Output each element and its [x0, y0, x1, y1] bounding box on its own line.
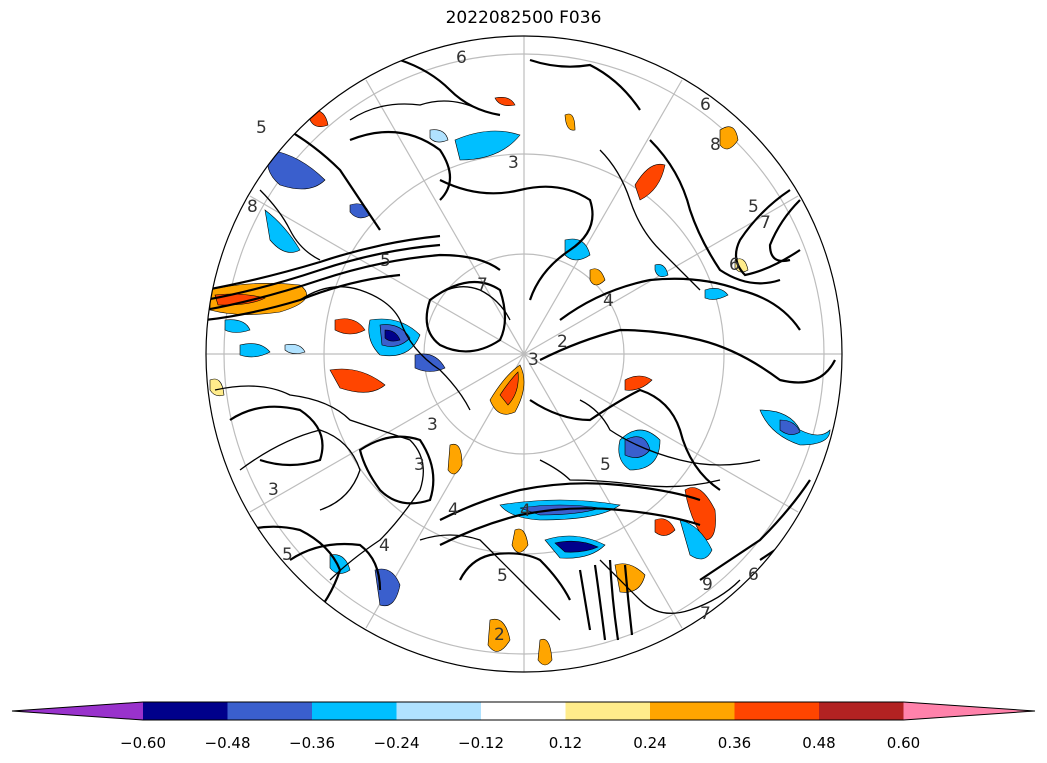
contour-label: 2: [557, 332, 568, 352]
colorbar-bin: [819, 702, 904, 720]
colorbar-tick-label: 0.24: [633, 734, 667, 752]
contour-label: 7: [477, 275, 488, 295]
colorbar-bin: [12, 702, 143, 720]
contour-label: 6: [729, 255, 740, 275]
contour-label: 5: [380, 251, 391, 271]
contour-label: 4: [520, 501, 531, 521]
colorbar-bin: [227, 702, 312, 720]
colorbar-bin: [143, 702, 228, 720]
contour-label: 7: [760, 213, 771, 233]
contour-label: 6: [748, 565, 759, 585]
contour-label: 5: [748, 197, 759, 217]
contour-label: 6: [456, 48, 467, 68]
colorbar-bin: [734, 702, 819, 720]
colorbar-tick-label: 0.36: [717, 734, 752, 752]
contour-label: 4: [448, 500, 459, 520]
contour-label: 5: [282, 545, 293, 565]
contour-label: 5: [600, 455, 611, 475]
colorbar-tick-label: −0.12: [458, 734, 504, 752]
contour-label: 8: [710, 135, 721, 155]
map-boundary: [205, 35, 843, 673]
colorbar-outline: [11, 701, 1036, 721]
contour-label: 3: [414, 455, 425, 475]
colorbar-tick-label: 0.48: [802, 734, 836, 752]
colorbar-tick-label: −0.36: [289, 734, 335, 752]
colorbar-bin: [481, 702, 566, 720]
colorbar-tick-label: −0.60: [120, 734, 166, 752]
colorbar-bin: [565, 702, 650, 720]
contour-label: 4: [603, 291, 614, 311]
contour-label: 5: [497, 566, 508, 586]
contour-label: 2: [494, 625, 505, 645]
contour-label: 3: [508, 153, 519, 173]
map-title: 2022082500 F036: [445, 8, 602, 28]
contour-label: 4: [379, 536, 390, 556]
colorbar-bin: [312, 702, 397, 720]
colorbar-tick-label: 0.12: [548, 734, 583, 752]
contour-label: 3: [268, 480, 279, 500]
contour-label: 6: [700, 95, 711, 115]
contour-label: 3: [528, 350, 539, 370]
contour-label: 8: [247, 197, 258, 217]
graticule: [206, 36, 842, 672]
contour-label: 3: [427, 415, 438, 435]
contour-label: 7: [700, 604, 711, 624]
colorbar-bin: [903, 702, 1035, 720]
colorbar: [11, 701, 1036, 721]
contour-label: 9: [702, 575, 713, 595]
colorbar-bin: [396, 702, 481, 720]
colorbar-tick-label: −0.48: [204, 734, 251, 752]
colorbar-tick-label: −0.24: [373, 734, 420, 752]
polar-map: 6 5 8 5 7 6 5 4 3 2 3 3 3 5 4 5 4 2 6 5 …: [205, 35, 843, 673]
colorbar-bin: [650, 702, 735, 720]
contour-label: 5: [256, 118, 267, 138]
colorbar-tick-label: 0.60: [886, 734, 921, 752]
